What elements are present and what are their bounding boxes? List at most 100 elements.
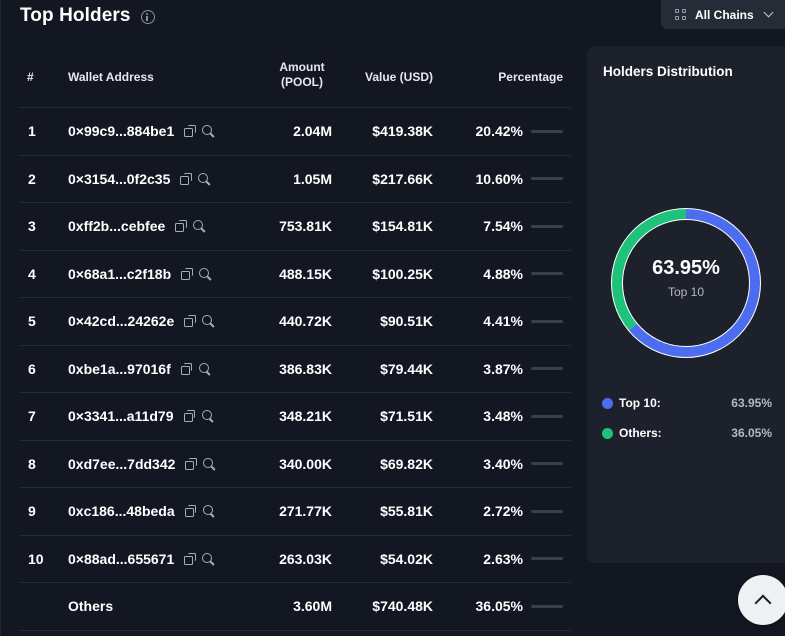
others-amount: 3.60M <box>293 598 332 615</box>
row-percentage: 2.63% <box>483 550 523 567</box>
donut-center-value: 63.95% <box>652 257 720 279</box>
copy-icon[interactable] <box>175 220 187 233</box>
legend-label-others: Others: <box>619 426 662 440</box>
search-icon[interactable] <box>203 457 215 470</box>
row-share-bar <box>531 557 563 561</box>
search-icon[interactable] <box>198 172 210 185</box>
section-header: Top Holders <box>20 3 155 29</box>
copy-icon[interactable] <box>184 505 197 518</box>
row-percentage: 4.88% <box>483 265 523 282</box>
holders-distribution-panel: Holders Distribution 63.95% Top 10 Top 1… <box>587 46 785 563</box>
copy-icon[interactable] <box>180 362 193 375</box>
row-percentage: 20.42% <box>475 123 523 140</box>
wallet-address-link[interactable]: 0×68a1...c2f18b <box>68 265 172 282</box>
row-amount: 2.04M <box>293 123 332 140</box>
row-wallet: 0xd7ee...7dd342 <box>68 456 215 472</box>
wallet-address-link[interactable]: 0×88ad...655671 <box>68 550 175 567</box>
wallet-address-link[interactable]: 0×3341...a11d79 <box>68 408 174 425</box>
row-share-bar <box>531 414 563 418</box>
table-row: 2 0×3154...0f2c35 1.05M $217.66K 10.60% <box>20 156 571 203</box>
row-rank: 2 <box>28 170 36 187</box>
search-icon[interactable] <box>193 220 205 232</box>
wallet-address-link[interactable]: 0xbe1a...97016f <box>68 360 171 377</box>
column-header-rank: # <box>27 70 34 84</box>
wallet-address-link[interactable]: 0xd7ee...7dd342 <box>68 455 176 472</box>
row-value: $154.81K <box>372 218 433 235</box>
row-value: $217.66K <box>372 170 433 187</box>
row-value: $90.51K <box>380 313 433 330</box>
left-divider <box>0 0 1 636</box>
row-rank: 10 <box>28 550 44 567</box>
row-amount: 271.77K <box>279 503 332 520</box>
search-icon[interactable] <box>202 315 214 327</box>
row-percentage: 3.87% <box>483 360 523 377</box>
table-row: 3 0xff2b...cebfee 753.81K $154.81K 7.54% <box>20 203 571 251</box>
scroll-to-top-button[interactable] <box>738 575 785 625</box>
wallet-address-link[interactable]: 0xc186...48beda <box>68 503 175 520</box>
chevron-down-icon <box>763 7 774 18</box>
legend-value-others: 36.05% <box>731 426 772 440</box>
row-percentage: 7.54% <box>483 218 523 235</box>
copy-icon[interactable] <box>183 410 196 423</box>
row-share-bar <box>531 177 563 181</box>
table-row: 5 0×42cd...24262e 440.72K $90.51K 4.41% <box>20 298 571 346</box>
table-row: 6 0xbe1a...97016f 386.83K $79.44K 3.87% <box>20 346 571 393</box>
row-share-bar <box>531 129 563 133</box>
column-header-amount-line2: (POOL) <box>281 75 323 89</box>
copy-icon[interactable] <box>180 172 192 185</box>
others-value: $740.48K <box>372 598 433 615</box>
legend-dot-top10 <box>602 397 613 409</box>
row-rank: 4 <box>28 265 36 282</box>
table-row: 4 0×68a1...c2f18b 488.15K $100.25K 4.88% <box>20 251 571 298</box>
wallet-address-link[interactable]: 0×3154...0f2c35 <box>68 170 171 187</box>
chain-filter-label: All Chains <box>695 7 754 22</box>
row-amount: 753.81K <box>279 218 332 235</box>
table-row-others: Others 3.60M $740.48K 36.05% <box>20 583 571 631</box>
copy-icon[interactable] <box>185 457 197 470</box>
search-icon[interactable] <box>201 410 214 422</box>
table-header: # Wallet Address Amount (POOL) Value (US… <box>20 46 571 108</box>
page-title: Top Holders <box>20 5 131 26</box>
search-icon[interactable] <box>202 505 215 517</box>
row-value: $100.25K <box>372 265 433 282</box>
legend-dot-others <box>602 427 613 439</box>
donut-segment-others[interactable] <box>612 209 760 357</box>
grid-icon <box>675 9 686 20</box>
copy-icon[interactable] <box>181 267 193 280</box>
row-wallet: 0×88ad...655671 <box>68 551 214 567</box>
table-body: 1 0×99c9...884be1 2.04M $419.38K 20.42% 2 0×31… <box>20 108 571 583</box>
row-percentage: 4.41% <box>483 313 523 330</box>
row-share-bar <box>531 319 563 323</box>
search-icon[interactable] <box>202 552 214 565</box>
search-icon[interactable] <box>198 362 211 375</box>
chevron-up-icon <box>754 594 772 612</box>
wallet-address-link[interactable]: 0×42cd...24262e <box>68 313 175 330</box>
row-value: $79.44K <box>380 360 433 377</box>
row-rank: 3 <box>28 218 36 235</box>
row-value: $419.38K <box>372 123 433 140</box>
wallet-address-link[interactable]: 0xff2b...cebfee <box>68 218 166 235</box>
others-label: Others <box>68 598 114 615</box>
row-amount: 340.00K <box>279 455 332 472</box>
legend-item-others: Others: 36.05% <box>602 425 772 441</box>
donut-chart: 63.95% Top 10 <box>611 208 761 358</box>
table-row: 7 0×3341...a11d79 348.21K $71.51K 3.48% <box>20 393 571 441</box>
row-percentage: 2.72% <box>483 503 523 520</box>
copy-icon[interactable] <box>184 125 196 138</box>
row-share-bar <box>531 367 563 371</box>
search-icon[interactable] <box>199 267 211 280</box>
wallet-address-link[interactable]: 0×99c9...884be1 <box>68 123 175 140</box>
others-share-bar <box>531 604 563 608</box>
row-wallet: 0×3154...0f2c35 <box>68 171 210 187</box>
chain-filter-dropdown[interactable]: All Chains <box>661 0 785 29</box>
copy-icon[interactable] <box>184 315 196 328</box>
info-icon[interactable] <box>140 10 155 24</box>
row-share-bar <box>531 509 563 513</box>
row-amount: 488.15K <box>279 265 332 282</box>
row-percentage: 3.48% <box>483 408 523 425</box>
search-icon[interactable] <box>202 125 214 137</box>
row-share-bar <box>531 224 563 228</box>
row-wallet: 0xbe1a...97016f <box>68 361 211 377</box>
distribution-title: Holders Distribution <box>603 64 733 79</box>
copy-icon[interactable] <box>184 552 196 565</box>
